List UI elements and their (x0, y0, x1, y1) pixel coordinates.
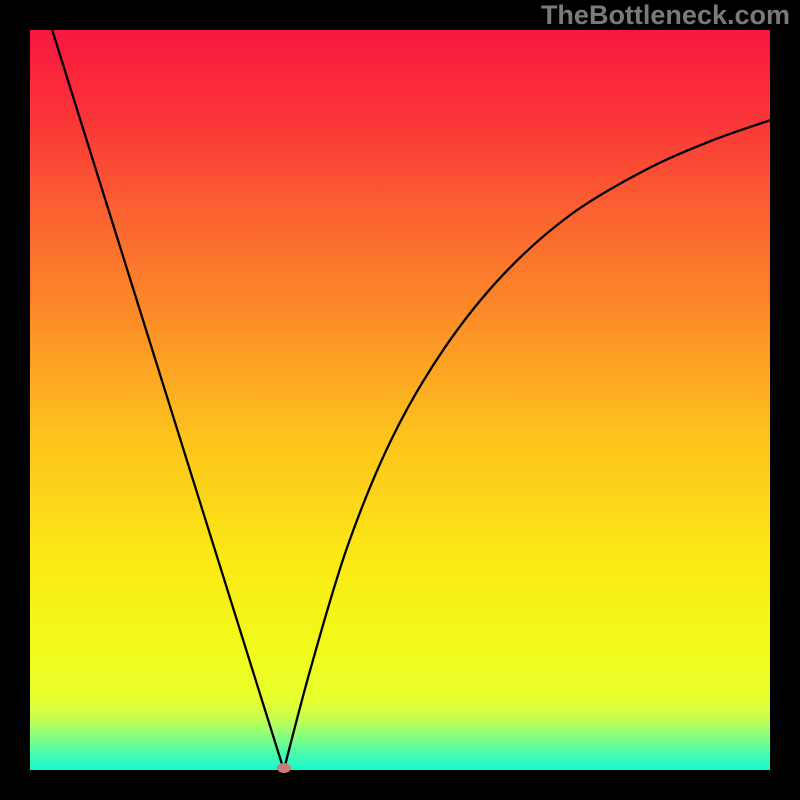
minimum-marker (277, 763, 291, 773)
gradient-background (30, 30, 770, 770)
plot-area (30, 30, 770, 770)
chart-container: TheBottleneck.com (0, 0, 800, 800)
watermark-text: TheBottleneck.com (541, 0, 790, 31)
